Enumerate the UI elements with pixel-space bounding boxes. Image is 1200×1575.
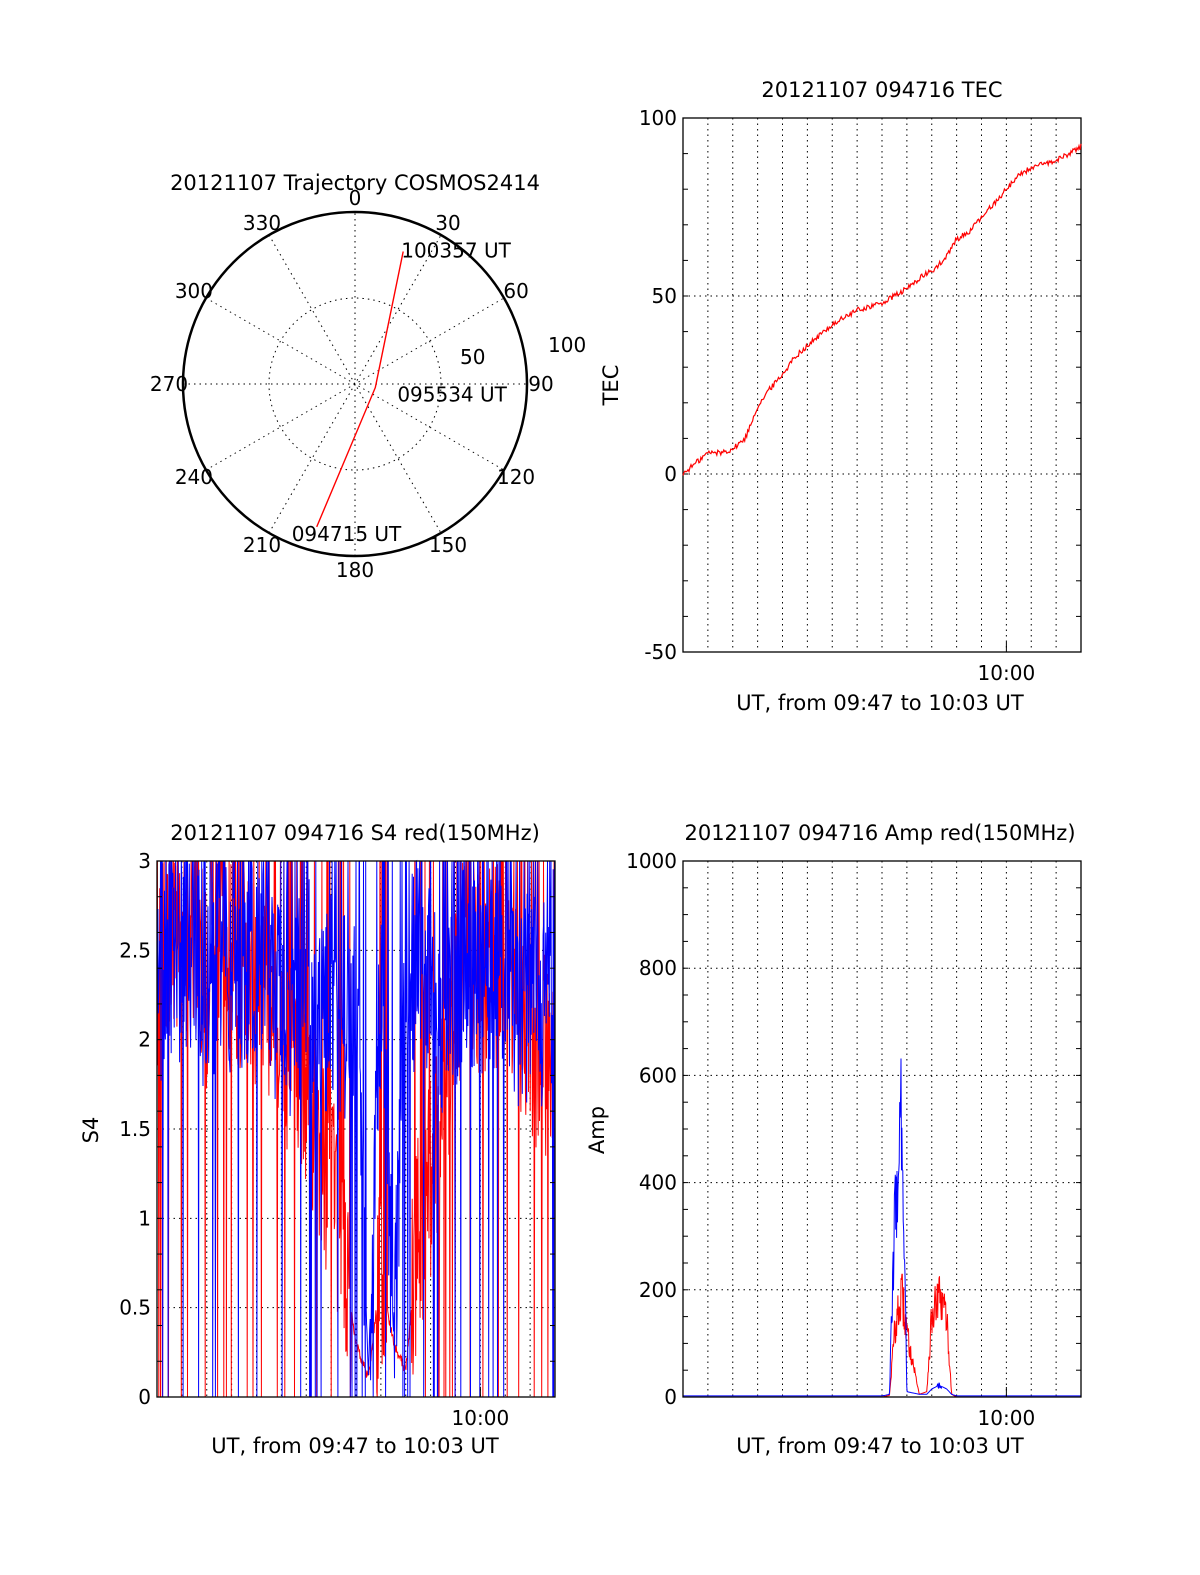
polar-azimuth-label: 270 [150,372,188,396]
polar-azimuth-label: 240 [175,465,213,489]
polar-azimuth-label: 30 [435,211,460,235]
s4-ytick-label: 2.5 [119,938,151,962]
tec-panel: 20121107 094716 TEC -50 0 50 100 10:00 TEC U… [599,78,1082,715]
polar-azimuth-label: 330 [243,211,281,235]
s4-ytick-label: 0.5 [119,1296,151,1320]
amp-xlabel: UT, from 09:47 to 10:03 UT [736,1434,1024,1458]
polar-azimuth-label: 0 [349,186,362,210]
polar-radial-label-50: 50 [460,345,485,369]
amp-ytick-label: 600 [639,1063,677,1087]
s4-xtick-label: 10:00 [452,1406,510,1430]
tec-ytick-label: 50 [652,284,677,308]
polar-grid [181,210,529,558]
polar-spoke [268,234,442,534]
s4-ytick-label: 0 [138,1385,151,1409]
amp-frame [682,860,1082,1398]
tec-frame [682,117,1082,653]
s4-ytick-label: 1.5 [119,1117,151,1141]
amp-series-line [683,1058,1081,1397]
s4-title: 20121107 094716 S4 red(150MHz) [170,821,540,845]
polar-azimuth-label: 90 [528,372,553,396]
polar-azimuth-label: 180 [336,558,374,582]
trajectory-line [316,251,404,528]
trajectory-time-label: 094715 UT [292,522,402,546]
amp-ytick-label: 200 [639,1278,677,1302]
polar-azimuth-label: 300 [175,279,213,303]
s4-ytick-label: 2 [138,1028,151,1052]
polar-azimuth-label: 210 [243,533,281,557]
amp-ytick-label: 400 [639,1171,677,1195]
trajectory-time-label: 100357 UT [401,238,511,262]
tec-series-line [682,143,1082,476]
tec-ytick-label: -50 [644,640,677,664]
amp-ylabel: Amp [585,1106,609,1154]
s4-xlabel: UT, from 09:47 to 10:03 UT [211,1434,499,1458]
amp-xtick-label: 10:00 [978,1406,1036,1430]
amp-panel: 20121107 094716 Amp red(150MHz) 0 200 400 6… [585,821,1082,1458]
s4-frame [156,860,556,1398]
polar-azimuth-label: 150 [429,533,467,557]
polar-inner-circle [268,297,442,471]
tec-ytick-label: 100 [639,106,677,130]
polar-radial-label-100: 100 [548,333,586,357]
tec-xtick-label: 10:00 [978,661,1036,685]
s4-ytick-label: 1 [138,1206,151,1230]
s4-ytick-label: 3 [138,849,151,873]
amp-title: 20121107 094716 Amp red(150MHz) [684,821,1075,845]
s4-panel: 20121107 094716 S4 red(150MHz) 0 0.5 1 1.5 2… [79,821,556,1458]
tec-xlabel: UT, from 09:47 to 10:03 UT [736,691,1024,715]
amp-ytick-label: 1000 [626,849,677,873]
tec-ytick-label: 0 [664,462,677,486]
trajectory-title: 20121107 Trajectory COSMOS2414 [170,171,540,195]
amp-ytick-label: 800 [639,956,677,980]
trajectory-panel: 20121107 Trajectory COSMOS2414 0 30 60 90 12… [150,171,586,582]
polar-azimuth-label: 60 [503,279,528,303]
tec-ylabel: TEC [599,365,623,407]
s4-series-line [156,859,556,1398]
trajectory-time-label: 095534 UT [397,383,507,407]
polar-azimuth-label: 120 [497,465,535,489]
s4-ylabel: S4 [79,1117,103,1144]
tec-title: 20121107 094716 TEC [761,78,1002,102]
amp-ytick-label: 0 [664,1385,677,1409]
